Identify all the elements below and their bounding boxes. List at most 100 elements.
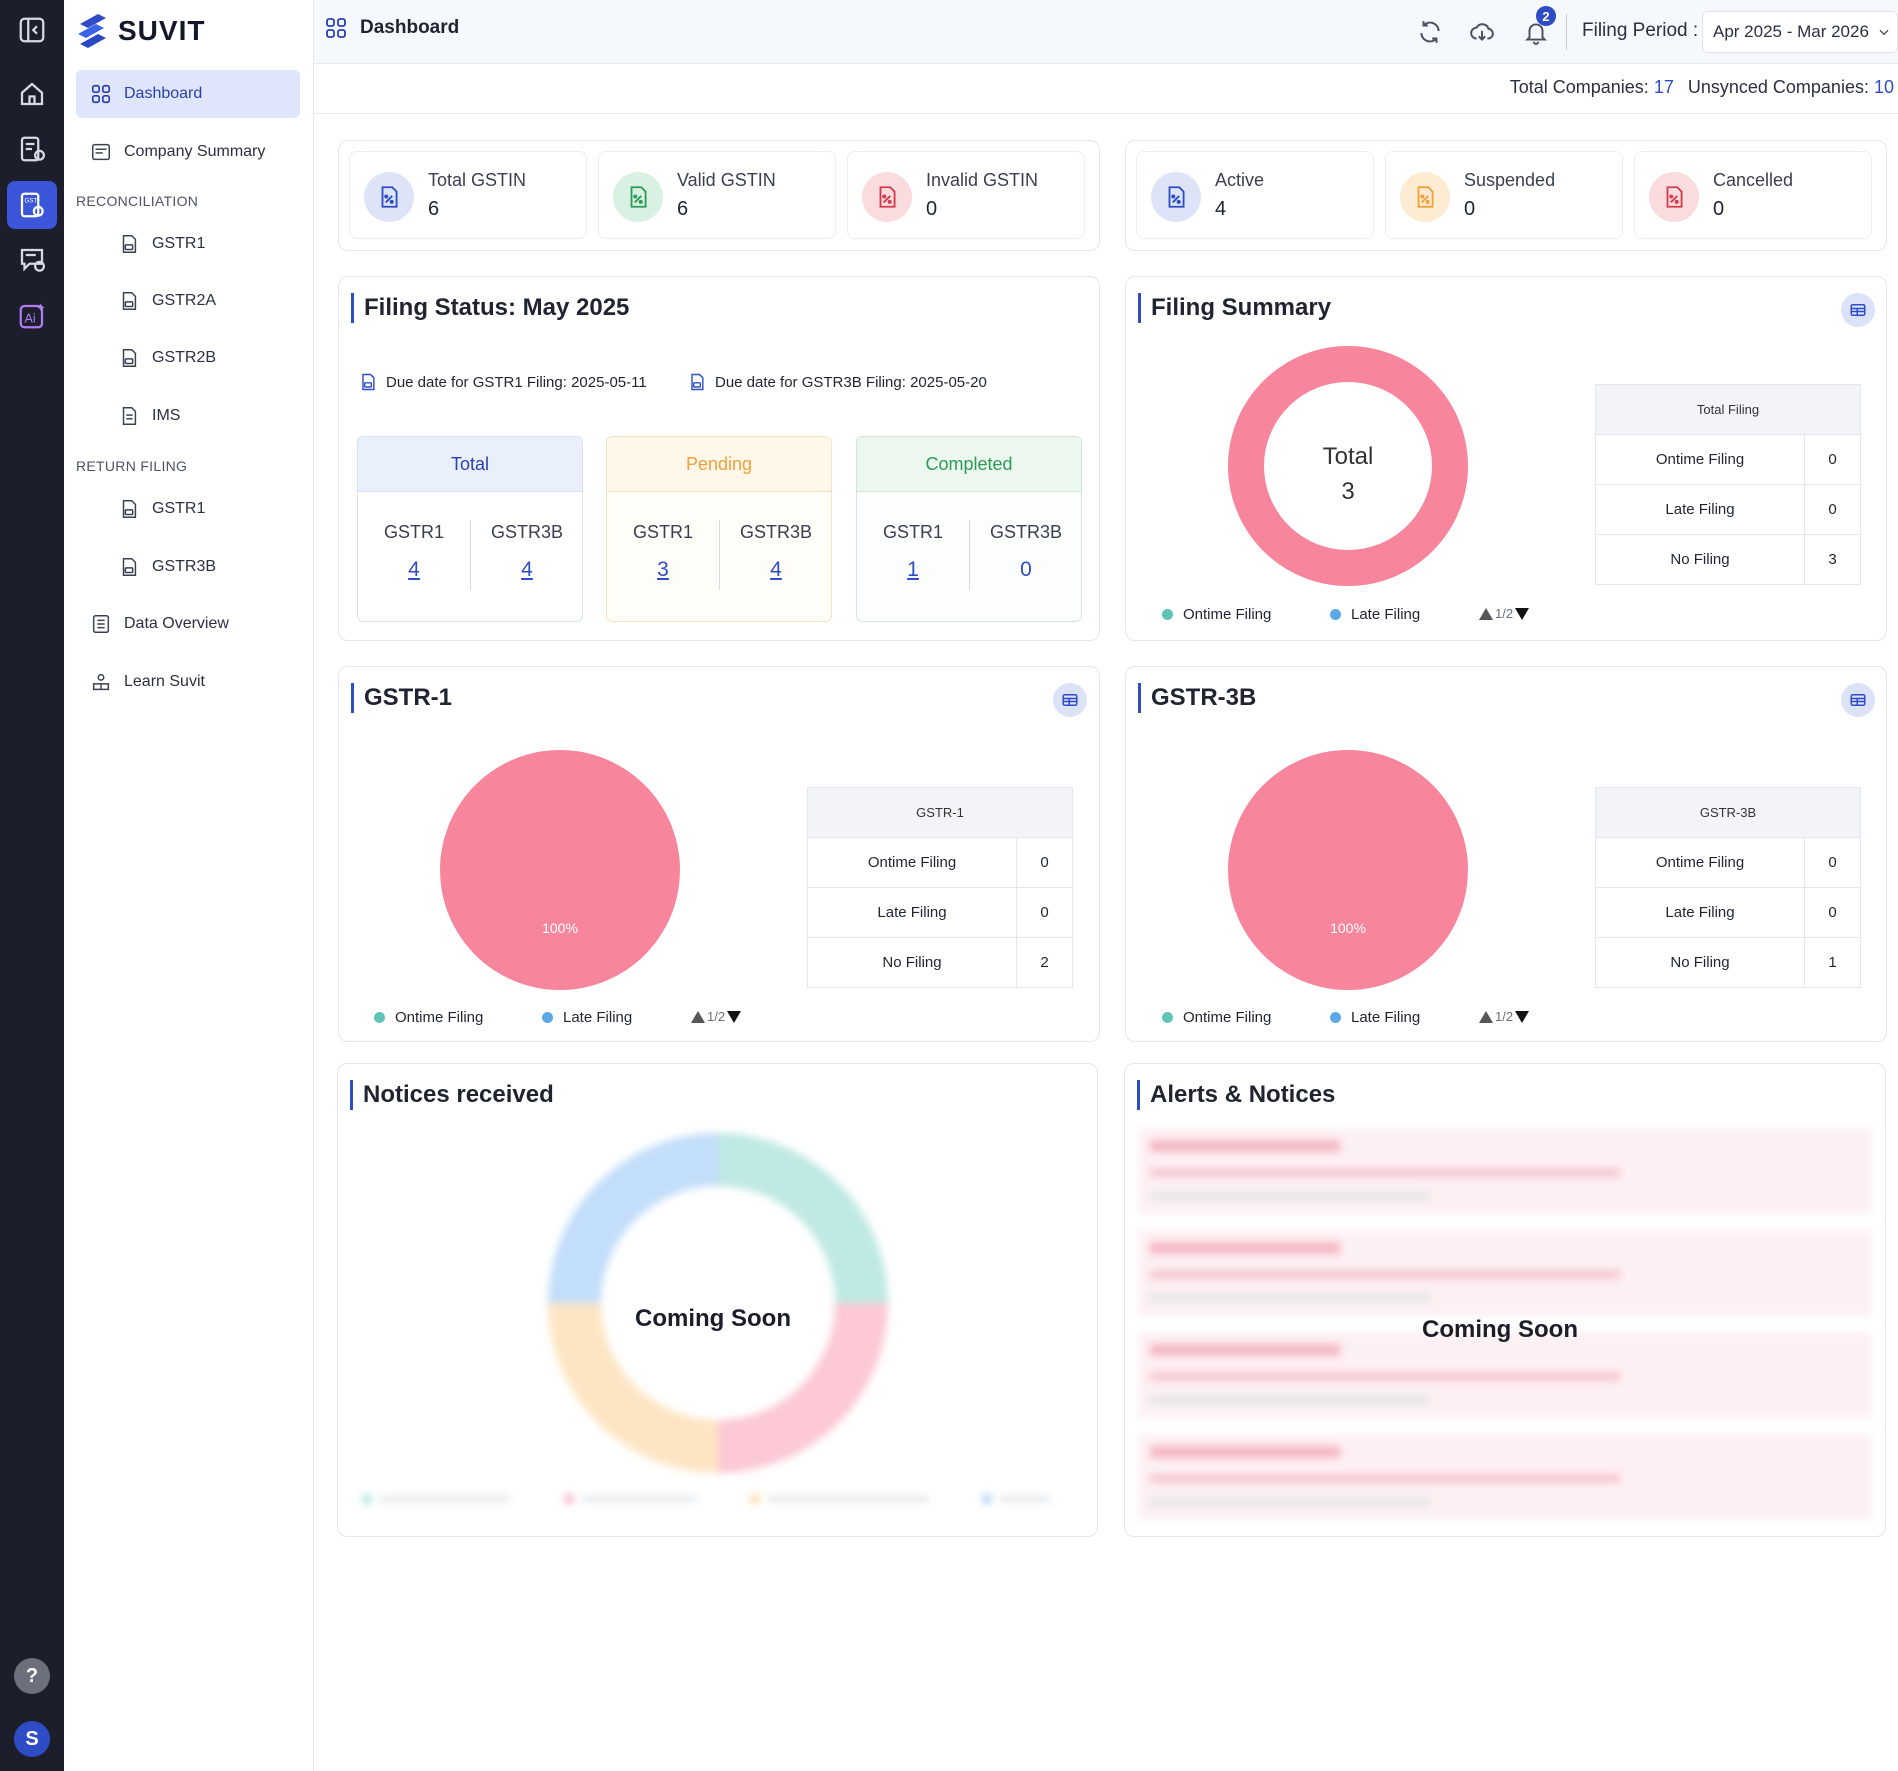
due-date-gstr1: Due date for GSTR1 Filing: 2025-05-11	[358, 372, 647, 392]
grid-icon	[326, 18, 346, 38]
document-icon	[122, 500, 137, 518]
legend-late[interactable]: Late Filing	[1330, 606, 1420, 623]
table-row: Late Filing 0	[807, 887, 1073, 938]
total-companies: Total Companies: 17	[1510, 77, 1674, 98]
notices-placeholder-legend	[362, 1492, 1062, 1506]
stat-cancelled[interactable]: Cancelled 0	[1634, 151, 1872, 239]
legend-prev-icon[interactable]	[1479, 607, 1493, 620]
row-value: 0	[1016, 837, 1073, 888]
slice-no-filing[interactable]	[1228, 346, 1468, 586]
table-row: Ontime Filing 0	[807, 837, 1073, 888]
sidebar-item-return-gstr1[interactable]: GSTR1	[76, 485, 300, 533]
help-icon[interactable]: ?	[14, 1658, 50, 1694]
notification-bell-icon[interactable]: 2	[1520, 6, 1556, 48]
legend-ontime[interactable]: Ontime Filing	[374, 1009, 483, 1026]
pie-slices	[440, 750, 680, 990]
divider	[470, 520, 471, 590]
chevron-down-icon	[1879, 29, 1889, 36]
status-count-link[interactable]: 4	[521, 558, 533, 581]
row-value: 3	[1804, 534, 1861, 585]
gstr3b-table: GSTR-3B Ontime Filing 0 Late Filing 0 No F…	[1595, 787, 1861, 988]
table-view-icon[interactable]	[1841, 683, 1875, 717]
help-label: ?	[25, 1664, 39, 1687]
document-percent-icon	[1400, 172, 1450, 222]
sidebar-item-dashboard[interactable]: Dashboard	[76, 70, 300, 118]
status-count-link[interactable]: 4	[770, 558, 782, 581]
sidebar-item-learn-suvit[interactable]: Learn Suvit	[76, 658, 300, 706]
stat-label: Invalid GSTIN	[926, 170, 1039, 190]
status-count-link[interactable]: 4	[408, 558, 420, 581]
sidebar-item-label: GSTR3B	[152, 558, 217, 575]
table-view-icon[interactable]	[1053, 683, 1087, 717]
brand-name: SUVIT	[118, 15, 206, 46]
row-label: No Filing	[807, 937, 1017, 988]
stat-total-gstin[interactable]: Total GSTIN 6	[349, 151, 587, 239]
status-sub-label: GSTR3B	[989, 522, 1063, 542]
status-count-link[interactable]: 3	[657, 558, 669, 581]
sidebar-item-return-gstr3b[interactable]: GSTR3B	[76, 543, 300, 591]
legend-dot	[542, 1012, 553, 1023]
sidebar-item-recon-gstr2b[interactable]: GSTR2B	[76, 334, 300, 382]
legend-prev-icon[interactable]	[1479, 1010, 1493, 1023]
status-sub-label: GSTR3B	[490, 522, 564, 542]
legend-label: Late Filing	[1351, 1009, 1421, 1026]
stat-invalid-gstin[interactable]: Invalid GSTIN 0	[847, 151, 1085, 239]
legend-ontime[interactable]: Ontime Filing	[1162, 606, 1271, 623]
coming-soon-label: Coming Soon	[635, 1305, 791, 1332]
legend-next-icon[interactable]	[1515, 1010, 1530, 1023]
ai-assistant-icon[interactable]: Ai	[7, 292, 57, 340]
legend-label: Late Filing	[563, 1009, 633, 1026]
stat-valid-gstin[interactable]: Valid GSTIN 6	[598, 151, 836, 239]
slice-no-filing[interactable]	[1228, 750, 1468, 990]
collapse-sidebar-icon[interactable]	[7, 6, 57, 54]
stat-value: 6	[428, 198, 440, 220]
sidebar-item-recon-ims[interactable]: IMS	[76, 392, 300, 440]
gst-settings-icon[interactable]: GST	[7, 181, 57, 229]
stat-label: Valid GSTIN	[677, 170, 776, 190]
sidebar-item-company-summary[interactable]: Company Summary	[76, 128, 300, 176]
total-companies-label: Total Companies:	[1509, 77, 1649, 97]
status-column-completed: Completed GSTR1 GSTR3B 1 0	[856, 436, 1082, 622]
legend-prev-icon[interactable]	[691, 1010, 705, 1023]
slice-no-filing[interactable]	[440, 750, 680, 990]
status-count-link[interactable]: 1	[907, 558, 919, 581]
legend-dot	[1162, 609, 1173, 620]
legend-next-icon[interactable]	[1515, 607, 1530, 620]
filing-summary-table: Total Filing Ontime Filing 0 Late Filing 0…	[1595, 384, 1861, 585]
notices-placeholder-donut	[548, 1133, 888, 1473]
download-cloud-icon[interactable]	[1466, 16, 1498, 48]
legend-late[interactable]: Late Filing	[542, 1009, 632, 1026]
home-icon[interactable]	[7, 70, 57, 118]
legend-pager: 1/2	[691, 1009, 742, 1024]
table-view-icon[interactable]	[1841, 293, 1875, 327]
ledger-sync-icon[interactable]	[7, 125, 57, 173]
sidebar-item-label: Dashboard	[124, 85, 203, 102]
status-column-title: Completed	[857, 437, 1081, 492]
status-count-value: 0	[1020, 558, 1032, 581]
sidebar: SUVIT Dashboard Company Summary RECONCIL…	[64, 0, 314, 1771]
row-value: 0	[1804, 484, 1861, 535]
avatar-letter: S	[25, 1727, 39, 1750]
stat-active[interactable]: Active 4	[1136, 151, 1374, 239]
sidebar-item-recon-gstr2a[interactable]: GSTR2A	[76, 277, 300, 325]
sidebar-item-recon-gstr1[interactable]: GSTR1	[76, 220, 300, 268]
legend-next-icon[interactable]	[727, 1010, 742, 1023]
legend-late[interactable]: Late Filing	[1330, 1009, 1420, 1026]
sidebar-item-label: Data Overview	[124, 615, 229, 632]
filing-period-select[interactable]: Apr 2025 - Mar 2026	[1702, 11, 1898, 53]
table-header: GSTR-1	[807, 787, 1073, 838]
document-percent-icon	[364, 172, 414, 222]
user-avatar[interactable]: S	[14, 1721, 50, 1757]
row-label: Ontime Filing	[807, 837, 1017, 888]
sidebar-item-data-overview[interactable]: Data Overview	[76, 600, 300, 648]
brand-logo[interactable]: SUVIT	[76, 10, 205, 52]
refresh-icon[interactable]	[1414, 16, 1446, 48]
chat-clock-icon[interactable]	[7, 236, 57, 284]
legend-ontime[interactable]: Ontime Filing	[1162, 1009, 1271, 1026]
stat-suspended[interactable]: Suspended 0	[1385, 151, 1623, 239]
stat-label: Suspended	[1464, 170, 1556, 190]
document-icon	[122, 292, 137, 310]
due-date-gstr3b: Due date for GSTR3B Filing: 2025-05-20	[687, 372, 987, 392]
status-sub-label: GSTR1	[632, 522, 693, 542]
page-title: Dashboard	[324, 16, 459, 40]
